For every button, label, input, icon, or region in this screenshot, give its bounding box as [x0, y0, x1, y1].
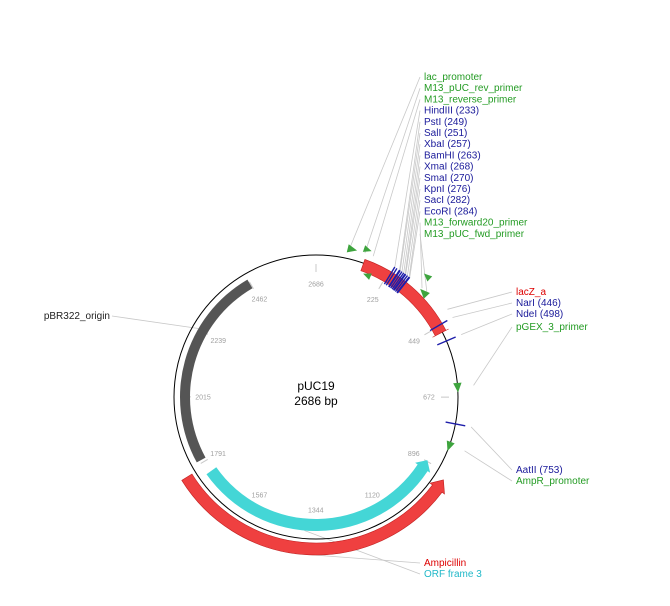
ampr-promoter-marker — [446, 440, 455, 451]
tick-mark — [424, 330, 432, 336]
label-xmai-268: XmaI (268) — [424, 162, 473, 173]
label-kpni-276: KpnI (276) — [424, 184, 471, 195]
tick-label: 1344 — [308, 507, 324, 514]
leader-line — [447, 291, 513, 310]
m13-puc-fwd-primer-marker — [423, 273, 433, 282]
m13-forward20-primer-marker — [420, 288, 430, 299]
label-orf-frame-3: ORF frame 3 — [424, 569, 482, 580]
tick-label: 672 — [423, 395, 435, 402]
label-nari-446: NarI (446) — [516, 298, 561, 309]
tick-mark — [249, 281, 254, 290]
label-saci-282: SacI (282) — [424, 195, 470, 206]
label-ampr-promoter: AmpR_promoter — [516, 476, 590, 487]
label-m13-puc-fwd-primer: M13_pUC_fwd_primer — [424, 229, 525, 240]
tick-label: 2015 — [195, 394, 211, 401]
leader-line — [461, 313, 513, 335]
label-pgex-3-primer: pGEX_3_primer — [516, 322, 588, 333]
label-ecori-284: EcoRI (284) — [424, 206, 477, 217]
leader-line — [304, 530, 421, 575]
mcs-site-tick — [383, 266, 396, 285]
label-lac-promoter: lac_promoter — [424, 72, 483, 83]
label-lacz-a: lacZ_a — [516, 287, 546, 298]
aatii-site-tick — [445, 421, 466, 427]
site-markers — [346, 244, 466, 451]
tick-mark — [378, 281, 384, 290]
tick-label: 1567 — [252, 492, 268, 499]
leader-line — [403, 155, 421, 273]
label-m13-puc-rev-primer: M13_pUC_rev_primer — [424, 83, 523, 94]
label-ampicillin: Ampicillin — [424, 558, 466, 569]
tick-label: 2462 — [252, 297, 268, 304]
feature-labels: lac_promoterM13_pUC_rev_primerM13_revers… — [44, 72, 590, 580]
leader-line — [409, 211, 421, 278]
tick-label: 2686 — [308, 282, 324, 289]
nari-site-tick — [429, 319, 448, 332]
mcs-site-tick — [393, 273, 407, 291]
leader-line — [364, 88, 421, 254]
leader-line — [401, 144, 421, 272]
mcs-site-tick — [394, 275, 409, 292]
leader-line — [394, 110, 421, 268]
m13-reverse-primer-marker — [363, 273, 372, 280]
label-psti-249: PstI (249) — [424, 117, 467, 128]
tick-label: 449 — [408, 338, 420, 345]
leader-line — [111, 315, 199, 329]
label-bamhi-263: BamHI (263) — [424, 150, 481, 161]
plasmid-name: pUC19 — [297, 379, 335, 393]
mcs-site-tick — [385, 267, 398, 286]
pgex-3-primer-marker — [453, 382, 462, 393]
orf-frame-3-arc — [206, 460, 431, 531]
mcs-site-tick — [396, 276, 411, 294]
leader-line — [419, 222, 423, 289]
leader-line — [470, 426, 513, 471]
label-m13-forward20-primer: M13_forward20_primer — [424, 218, 528, 229]
mcs-site-tick — [390, 271, 403, 289]
leader-line — [399, 132, 421, 271]
mcs-site-tick — [388, 270, 401, 288]
leader-line — [464, 450, 513, 482]
leader-line — [452, 302, 513, 318]
tick-label: 896 — [408, 451, 420, 458]
ampicillin-gene-arc — [181, 473, 445, 556]
tick-label: 2239 — [210, 338, 226, 345]
label-smai-270: SmaI (270) — [424, 173, 473, 184]
leader-line — [349, 76, 421, 249]
leader-line — [405, 177, 421, 275]
tick-mark — [200, 458, 208, 464]
leader-line — [372, 99, 421, 257]
feature-arcs — [180, 259, 449, 556]
leader-line — [399, 121, 421, 271]
tick-label: 225 — [367, 297, 379, 304]
ndei-site-tick — [437, 336, 456, 346]
label-m13-reverse-primer: M13_reverse_primer — [424, 94, 517, 105]
tick-label: 1120 — [365, 492, 380, 499]
lac-promoter-marker — [346, 244, 358, 253]
label-leader-lines — [111, 76, 513, 575]
leader-line — [419, 233, 428, 294]
leader-line — [407, 188, 421, 276]
origin-arc — [180, 279, 253, 463]
label-ndei-498: NdeI (498) — [516, 309, 563, 320]
plasmid-length: 2686 bp — [294, 394, 338, 408]
label-hindiii-233: HindIII (233) — [424, 106, 479, 117]
m13-puc-rev-primer-marker — [362, 245, 372, 252]
tick-label: 1791 — [210, 451, 226, 458]
label-pbr322-origin: pBR322_origin — [44, 311, 110, 322]
label-sali-251: SalI (251) — [424, 128, 467, 139]
label-aatii-753: AatII (753) — [516, 465, 563, 476]
mcs-site-tick — [391, 272, 405, 290]
label-xbai-257: XbaI (257) — [424, 139, 471, 150]
leader-line — [404, 166, 421, 274]
leader-line — [473, 326, 513, 386]
leader-line — [408, 200, 421, 277]
plasmid-backbone — [173, 254, 459, 540]
